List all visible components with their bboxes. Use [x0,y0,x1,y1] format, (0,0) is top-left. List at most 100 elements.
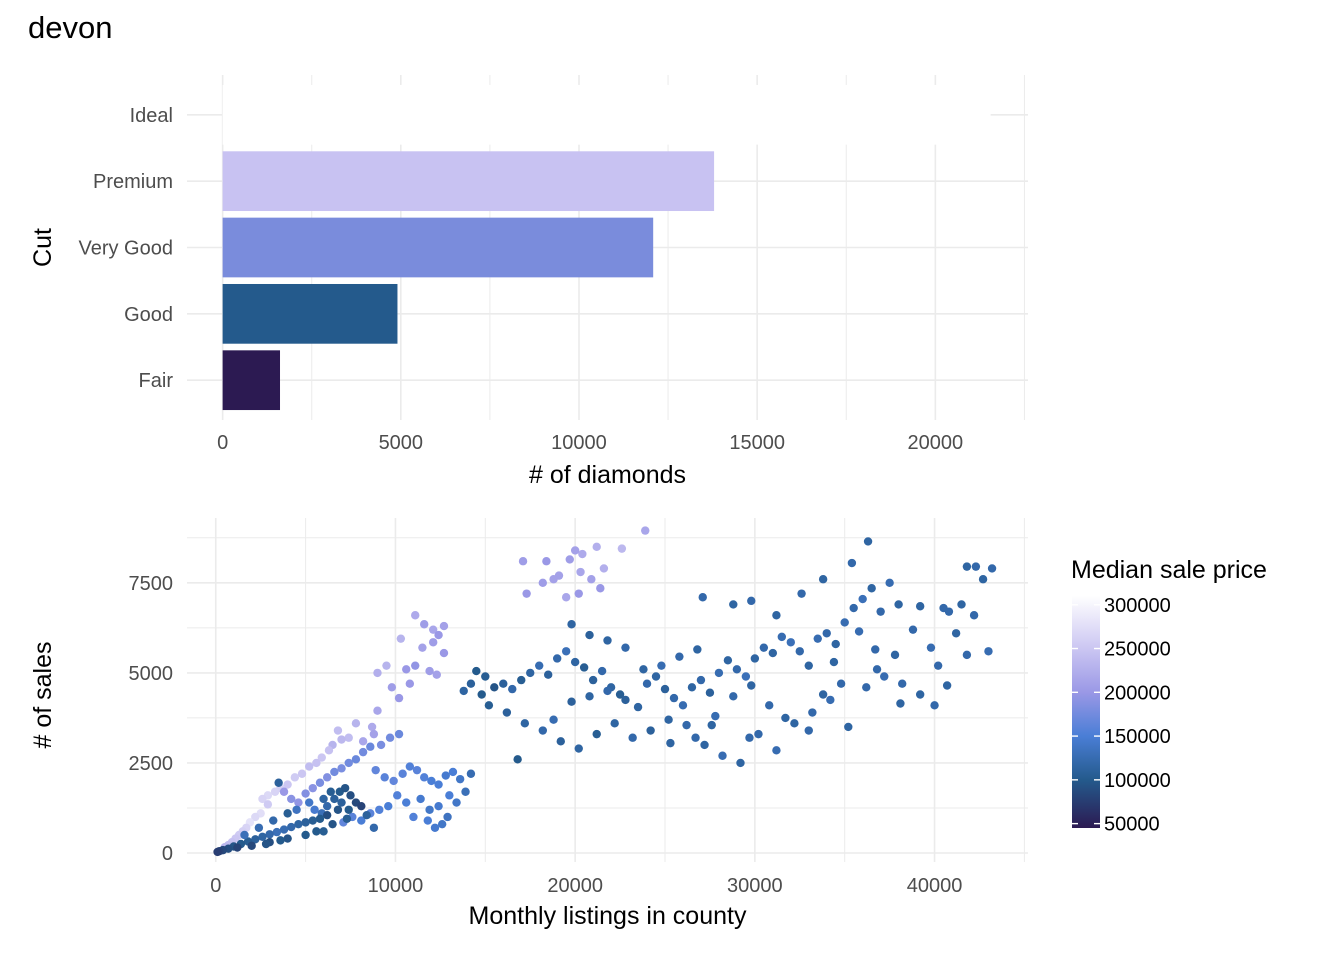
scatter-x-tick-label: 30000 [727,875,783,897]
scatter-point [765,701,773,709]
scatter-point [664,716,672,724]
scatter-point [871,645,879,653]
scatter-point [837,679,845,687]
scatter-point [927,643,935,651]
legend-tick-label: 50000 [1104,814,1160,836]
scatter-point [697,676,705,684]
scatter-point [988,564,996,572]
bar-ideal [223,85,991,145]
scatter-point [269,816,277,824]
bar-category-label: Ideal [130,105,173,127]
scatter-point [478,690,486,698]
scatter-point [729,692,737,700]
scatter-point [375,806,383,814]
scatter-point [652,672,660,680]
scatter-point [456,775,464,783]
scatter-point [416,795,424,803]
scatter-point [909,625,917,633]
scatter-point [418,643,426,651]
bar-x-axis-title: # of diamonds [529,461,686,489]
scatter-point [325,746,333,754]
scatter-point [963,562,971,570]
scatter-point [305,798,313,806]
scatter-point [963,651,971,659]
scatter-point [291,773,299,781]
scatter-point [589,676,597,684]
scatter-point [688,683,696,691]
scatter-point [305,762,313,770]
scatter-point [876,607,884,615]
scatter-point [598,667,606,675]
scatter-point [682,721,690,729]
scatter-point [301,789,309,797]
scatter-point [402,665,410,673]
scatter-point [566,555,574,563]
scatter-point [434,802,442,810]
scatter-point [634,703,642,711]
scatter-point [621,643,629,651]
scatter-x-axis-title: Monthly listings in county [469,902,747,930]
bar-category-label: Fair [139,370,174,392]
scatter-point [513,755,521,763]
scatter-point [294,820,302,828]
scatter-point [580,663,588,671]
scatter-point [330,795,338,803]
scatter-point [397,634,405,642]
scatter-point [440,622,448,630]
scatter-y-axis-title: # of sales [29,641,57,748]
scatter-point [298,770,306,778]
scatter-point [411,661,419,669]
scatter-point [562,647,570,655]
scatter-point [380,773,388,781]
scatter-point [323,773,331,781]
scatter-point [323,802,331,810]
scatter-point [442,771,450,779]
scatter-point [312,827,320,835]
scatter-point [603,636,611,644]
scatter-point [319,827,327,835]
scatter-point [544,670,552,678]
bar-good [223,284,398,344]
scatter-point [557,737,565,745]
scatter-point [265,830,273,838]
scatter-point [283,780,291,788]
scatter-point [814,634,822,642]
scatter-point [769,649,777,657]
scatter-point [823,629,831,637]
scatter-point [729,600,737,608]
bar-chart-panel: FairGoodVery GoodPremiumIdeal0 5000 10000 1… [29,75,1028,489]
scatter-point [549,575,557,583]
scatter-point [370,824,378,832]
scatter-point [398,770,406,778]
scatter-chart-panel: 0 10000 20000 30000 40000 0 2500 5000 7500 Monthl… [29,518,1028,930]
scatter-point [621,696,629,704]
scatter-point [526,669,534,677]
scatter-point [747,681,755,689]
bar-x-tick-label: 10000 [551,432,607,454]
legend-tick-label: 250000 [1104,639,1171,661]
scatter-point [805,726,813,734]
scatter-point [641,526,649,534]
scatter-point [433,670,441,678]
scatter-point [319,795,327,803]
scatter-point [384,802,392,810]
scatter-point [585,631,593,639]
scatter-point [425,667,433,675]
scatter-point [832,640,840,648]
scatter-point [363,811,371,819]
scatter-point [691,734,699,742]
scatter-point [790,719,798,727]
scatter-point [434,631,442,639]
scatter-point [337,735,345,743]
scatter-point [247,842,255,850]
scatter-point [490,683,498,691]
scatter-point [240,831,248,839]
scatter-point [373,707,381,715]
scatter-point [639,665,647,673]
scatter-point [274,779,282,787]
scatter-point [745,734,753,742]
scatter-point [406,679,414,687]
scatter-point [864,537,872,545]
scatter-point [271,788,279,796]
scatter-point [666,739,674,747]
